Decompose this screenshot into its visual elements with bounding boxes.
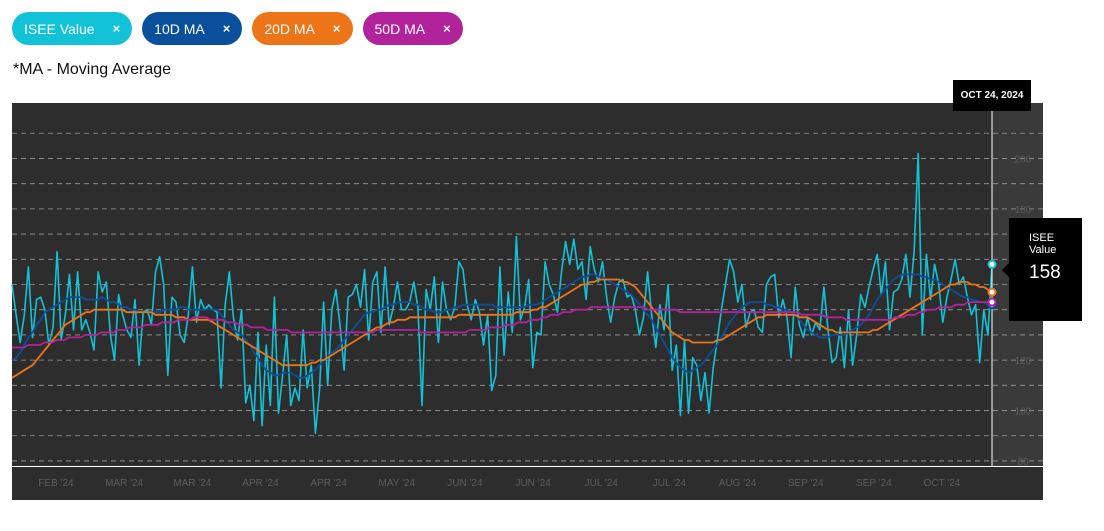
legend-chips: ISEE Value × 10D MA × 20D MA × 50D MA × [12, 12, 463, 45]
x-tick-label: MAR '24 [173, 478, 211, 489]
x-tick-label: JUL '24 [585, 478, 619, 489]
crosshair-marker [987, 287, 997, 297]
x-tick-label: SEP '24 [856, 478, 892, 489]
plot-background [12, 103, 1043, 500]
x-tick-label: JUN '24 [515, 478, 551, 489]
x-tick-label: MAR '24 [105, 478, 143, 489]
x-tick-label: APR '24 [310, 478, 347, 489]
x-tick-label: APR '24 [242, 478, 279, 489]
series-line [12, 301, 992, 349]
moving-average-note: *MA - Moving Average [13, 61, 172, 78]
chip-20d-ma[interactable]: 20D MA × [252, 12, 353, 45]
y-tick-label: 180 [1015, 205, 1032, 216]
crosshair-marker [987, 297, 997, 307]
y-tick-label: 80 [1017, 457, 1029, 468]
tooltip-date: OCT 24, 2024 [953, 80, 1031, 111]
series-line [11, 273, 992, 379]
y-tick-label: 100 [1015, 407, 1032, 418]
chip-label: 20D MA [264, 20, 315, 37]
series-line [11, 152, 993, 435]
crosshair-marker [987, 259, 997, 269]
close-icon[interactable]: × [443, 21, 451, 36]
x-tick-label: OCT '24 [924, 478, 961, 489]
x-tick-label: FEB '24 [38, 478, 74, 489]
close-icon[interactable]: × [112, 21, 121, 36]
x-tick-label: JUL '24 [653, 478, 687, 489]
tooltip-series-name: ISEE Value [1029, 232, 1057, 256]
series-line [11, 278, 993, 379]
x-tick-label: MAY '24 [378, 478, 415, 489]
tooltip-value-box: ISEE Value 158 [1002, 218, 1082, 321]
chip-isee-value[interactable]: ISEE Value × [12, 12, 133, 45]
close-icon[interactable]: × [222, 21, 231, 36]
x-tick-label: SEP '24 [788, 478, 824, 489]
tooltip-value: 158 [1029, 262, 1061, 283]
chip-label: 50D MA [374, 20, 426, 37]
y-tick-label: 200 [1015, 154, 1032, 165]
x-tick-label: JUN '24 [447, 478, 483, 489]
chip-10d-ma[interactable]: 10D MA × [142, 12, 243, 45]
y-tick-label: 120 [1015, 356, 1032, 367]
chip-label: 10D MA [154, 20, 205, 37]
close-icon[interactable]: × [332, 21, 341, 36]
chip-label: ISEE Value [24, 20, 95, 37]
chip-50d-ma[interactable]: 50D MA × [362, 12, 463, 45]
x-tick-label: AUG '24 [719, 478, 757, 489]
